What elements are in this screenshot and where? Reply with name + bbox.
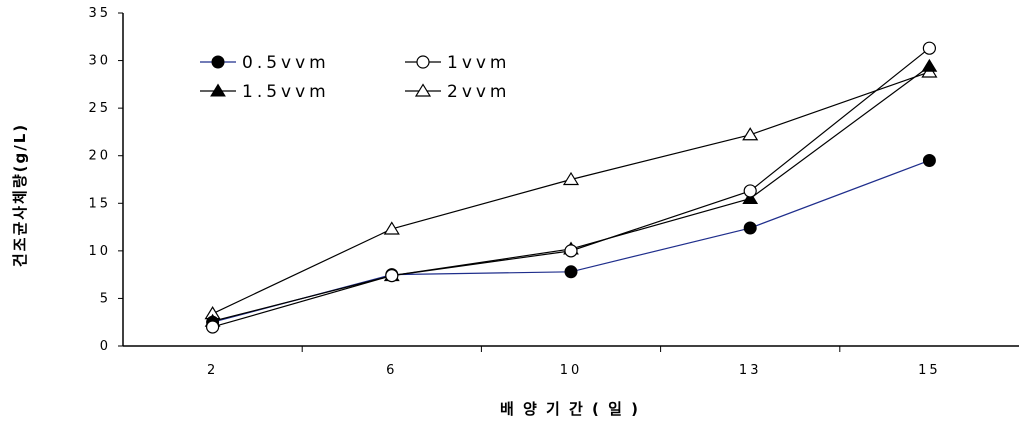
data-point — [922, 153, 936, 167]
data-point — [742, 127, 759, 141]
x-axis-title: 배 양 기 간 ( 일 ) — [500, 400, 640, 418]
series-layer — [204, 41, 938, 334]
legend-marker — [414, 83, 432, 97]
data-point — [742, 191, 759, 205]
data-point — [743, 221, 757, 235]
y-tick-label: 25 — [88, 101, 111, 116]
data-point — [564, 265, 578, 279]
x-tick-label: 15 — [918, 363, 941, 378]
legend-label: 0.5vvm — [242, 53, 330, 73]
y-tick-label: 10 — [88, 244, 111, 259]
legend-item: 2vvm — [405, 82, 511, 102]
x-tick-label: 10 — [560, 363, 583, 378]
x-tick-label: 13 — [739, 363, 762, 378]
legend-marker — [211, 55, 225, 69]
data-point — [562, 171, 580, 186]
x-tick-label: 2 — [207, 363, 218, 378]
legend-marker — [210, 83, 226, 97]
data-point — [383, 221, 400, 235]
legend-item: 1.5vvm — [200, 82, 330, 102]
data-point — [206, 320, 220, 334]
series-1vvm — [206, 41, 937, 334]
data-point — [921, 58, 938, 72]
x-tick-label: 6 — [386, 363, 397, 378]
legend-label: 2vvm — [447, 82, 511, 102]
series-line — [212, 65, 930, 322]
series-2vvm — [204, 64, 938, 320]
y-axis-title: 건조균사체량(g/L) — [11, 123, 29, 267]
y-tick-label: 0 — [100, 339, 111, 354]
legend-item: 1vvm — [405, 53, 511, 73]
axes — [122, 13, 1019, 347]
data-point — [564, 244, 578, 258]
data-point — [743, 184, 757, 198]
legend-item: 0.5vvm — [200, 53, 330, 73]
legend-label: 1vvm — [447, 53, 511, 73]
y-tick-label: 15 — [88, 196, 111, 211]
legend-label: 1.5vvm — [242, 82, 330, 102]
data-point — [385, 268, 399, 283]
y-tick-label: 30 — [88, 54, 111, 69]
data-point — [922, 41, 937, 55]
y-tick-label: 20 — [88, 149, 111, 164]
legend: 0.5vvm 1vvm 1.5vvm 2vvm — [200, 53, 511, 102]
ticks: 0 5 10 15 20 25 30 35 2 6 10 13 15 — [88, 6, 941, 378]
y-tick-label: 35 — [88, 6, 111, 21]
legend-marker — [416, 55, 430, 69]
y-tick-label: 5 — [100, 291, 111, 306]
